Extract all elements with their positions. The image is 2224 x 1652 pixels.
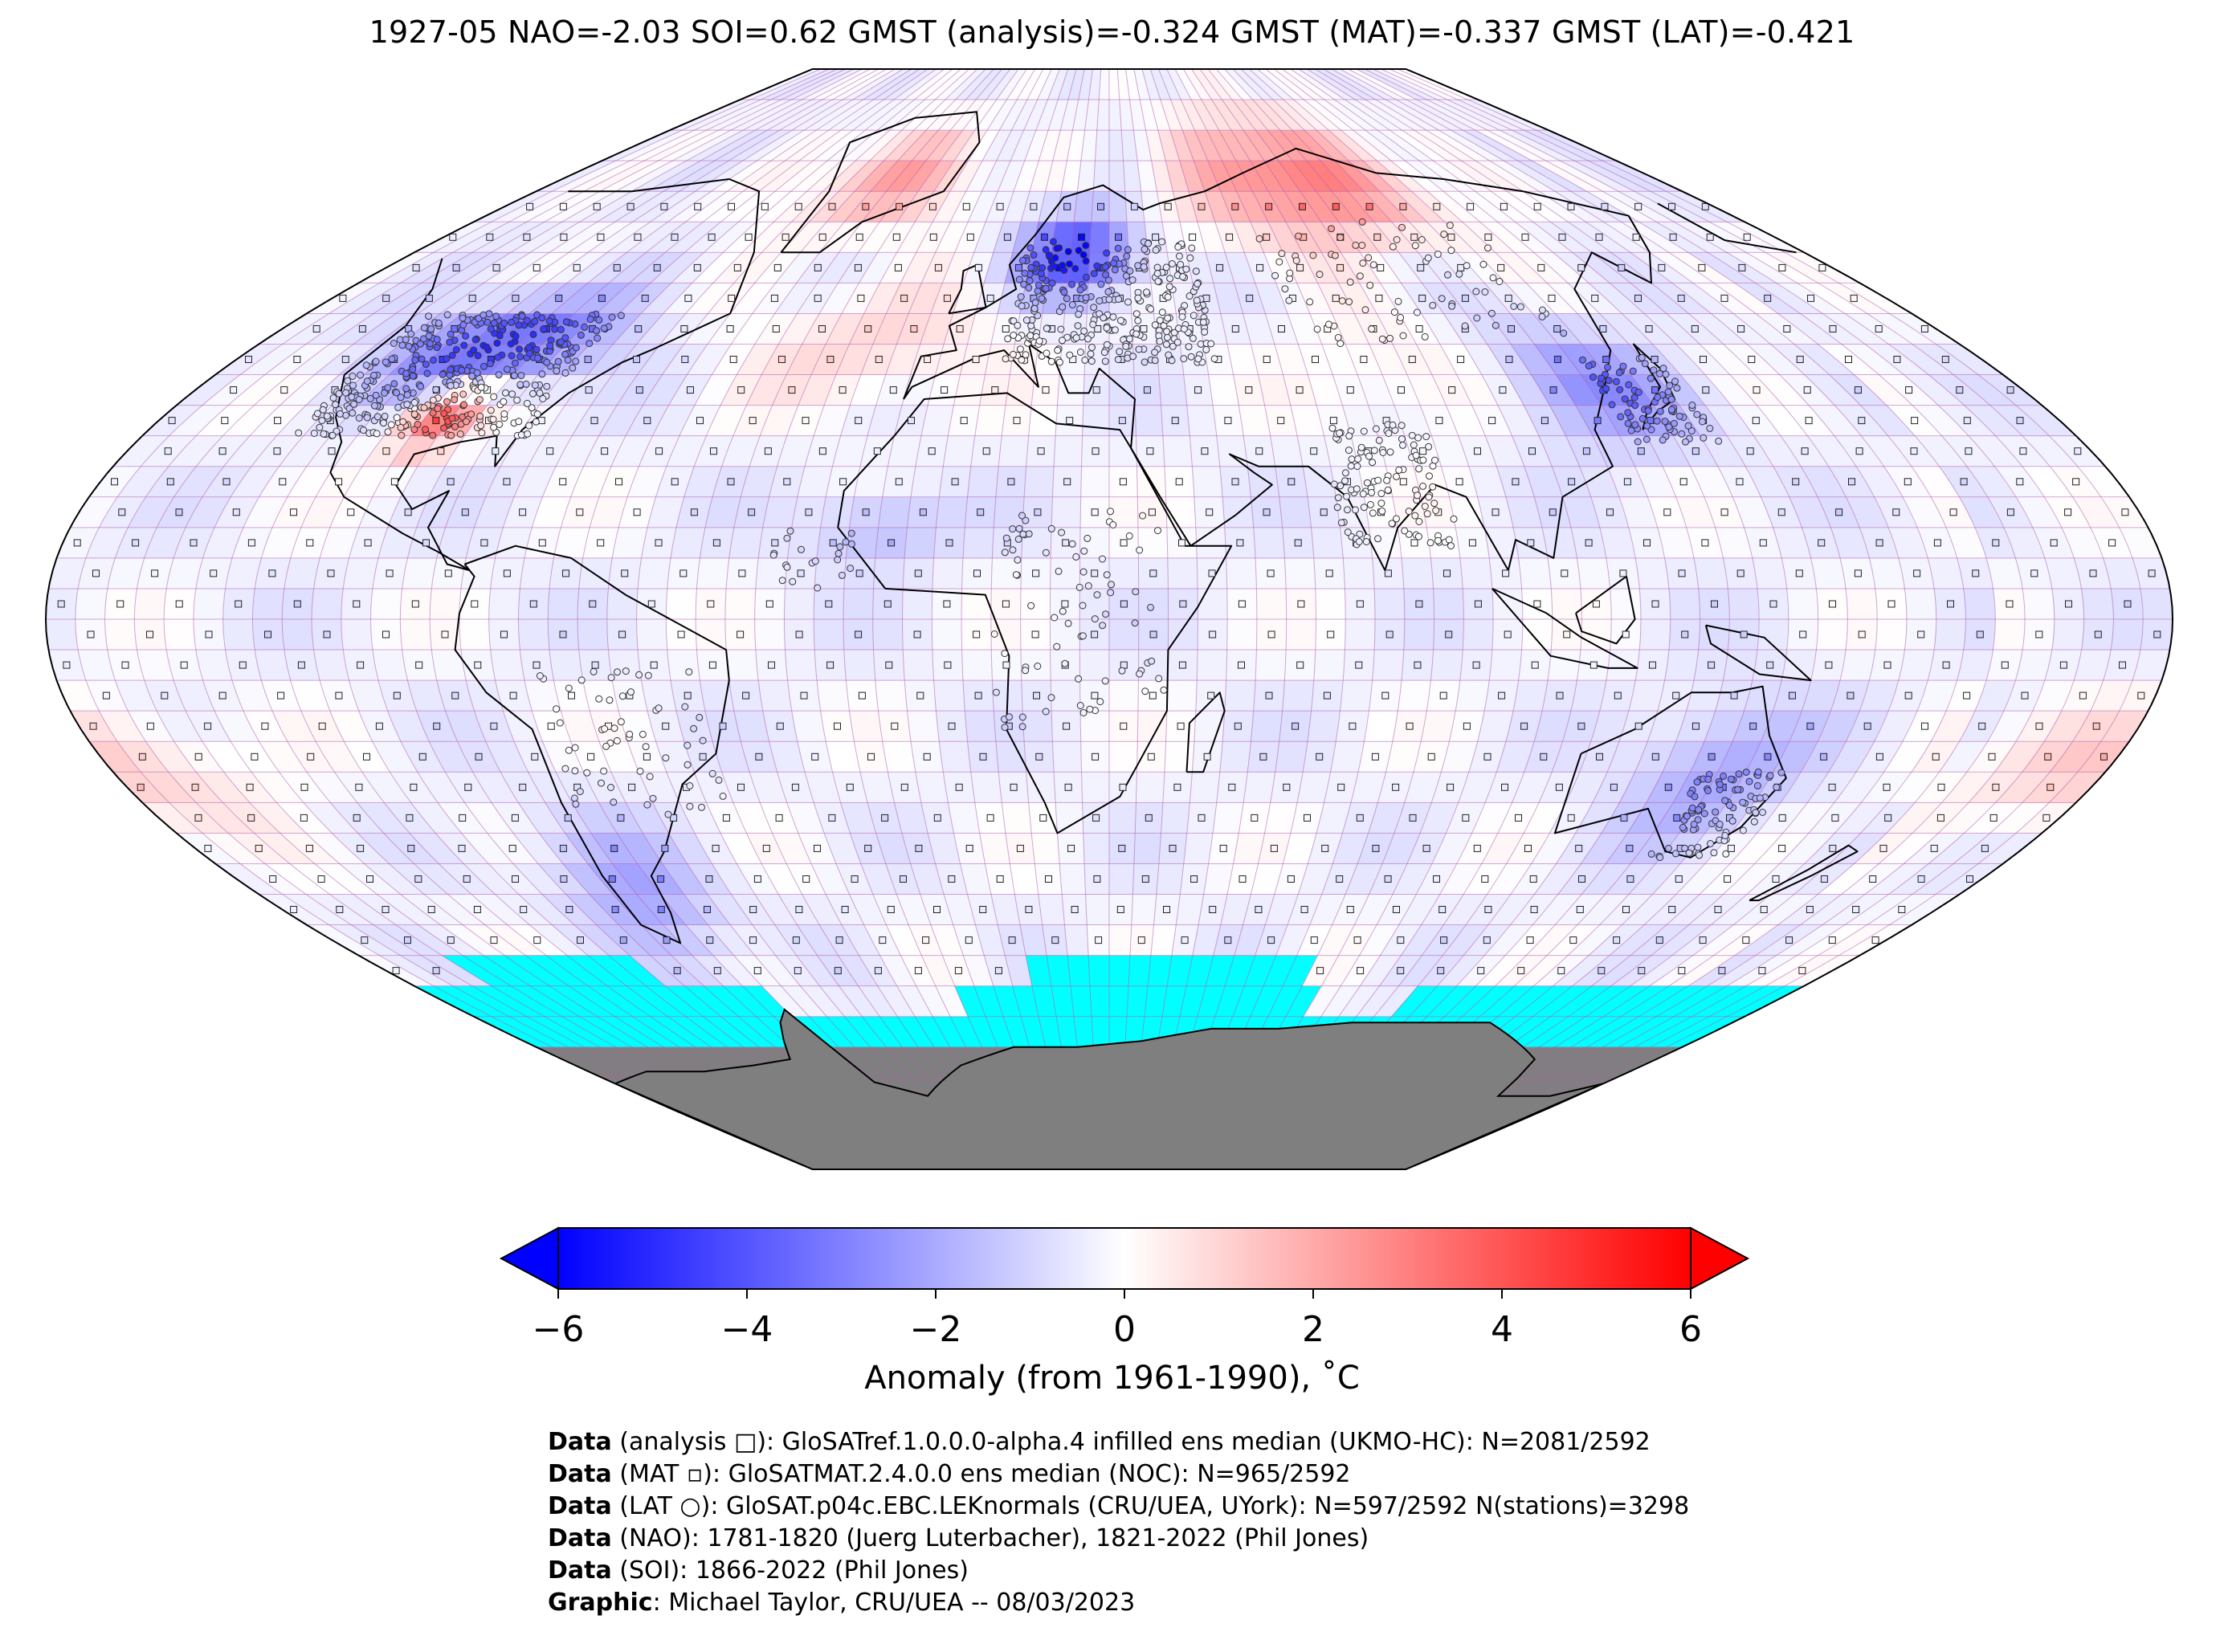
credit-text: : Michael Taylor, CRU/UEA -- 08/03/2023 bbox=[652, 1589, 1136, 1617]
credit-line: Graphic: Michael Taylor, CRU/UEA -- 08/0… bbox=[548, 1587, 1689, 1619]
credit-line: Data (LAT ○): GloSAT.p04c.EBC.LEKnormals… bbox=[548, 1491, 1689, 1523]
credit-text: (LAT ○): GloSAT.p04c.EBC.LEKnormals (CRU… bbox=[611, 1492, 1690, 1520]
credit-text: (SOI): 1866-2022 (Phil Jones) bbox=[611, 1556, 969, 1585]
colorbar-tick-label: 6 bbox=[1679, 1309, 1702, 1350]
credit-line: Data (NAO): 1781-1820 (Juerg Luterbacher… bbox=[548, 1523, 1689, 1555]
colorbar bbox=[499, 1226, 1750, 1299]
colorbar-tick-label: 2 bbox=[1302, 1309, 1324, 1350]
credit-line: Data (MAT ▫): GloSATMAT.2.4.0.0 ens medi… bbox=[548, 1458, 1689, 1491]
colorbar-cold-extension bbox=[499, 1226, 559, 1291]
colorbar-tick-label: 0 bbox=[1113, 1309, 1136, 1350]
credit-line: Data (SOI): 1866-2022 (Phil Jones) bbox=[548, 1555, 1689, 1587]
map-title: 1927-05 NAO=-2.03 SOI=0.62 GMST (analysi… bbox=[369, 14, 1855, 50]
credit-heading: Data bbox=[548, 1428, 612, 1456]
temperature-anomaly-map bbox=[44, 68, 2174, 1170]
credit-heading: Data bbox=[548, 1524, 612, 1552]
credit-heading: Data bbox=[548, 1556, 612, 1585]
credit-heading: Graphic bbox=[548, 1589, 653, 1617]
credit-heading: Data bbox=[548, 1460, 612, 1488]
colorbar-tick-label: −4 bbox=[720, 1309, 773, 1350]
colorbar-tick-label: 4 bbox=[1491, 1309, 1513, 1350]
colorbar-gradient bbox=[557, 1227, 1691, 1290]
credit-line: Data (analysis □): GloSATref.1.0.0.0-alp… bbox=[548, 1426, 1689, 1458]
credit-heading: Data bbox=[548, 1492, 612, 1520]
colorbar-label: Anomaly (from 1961-1990), ˚C bbox=[864, 1360, 1360, 1397]
data-credits: Data (analysis □): GloSATref.1.0.0.0-alp… bbox=[548, 1426, 1689, 1619]
credit-text: (analysis □): GloSATref.1.0.0.0-alpha.4 … bbox=[611, 1428, 1651, 1456]
credit-text: (NAO): 1781-1820 (Juerg Luterbacher), 18… bbox=[611, 1524, 1369, 1552]
colorbar-tick-label: −2 bbox=[909, 1309, 962, 1350]
colorbar-warm-extension bbox=[1690, 1226, 1750, 1291]
colorbar-ticks bbox=[557, 1289, 1691, 1299]
credit-text: (MAT ▫): GloSATMAT.2.4.0.0 ens median (N… bbox=[611, 1460, 1351, 1488]
colorbar-tick-label: −6 bbox=[532, 1309, 585, 1350]
